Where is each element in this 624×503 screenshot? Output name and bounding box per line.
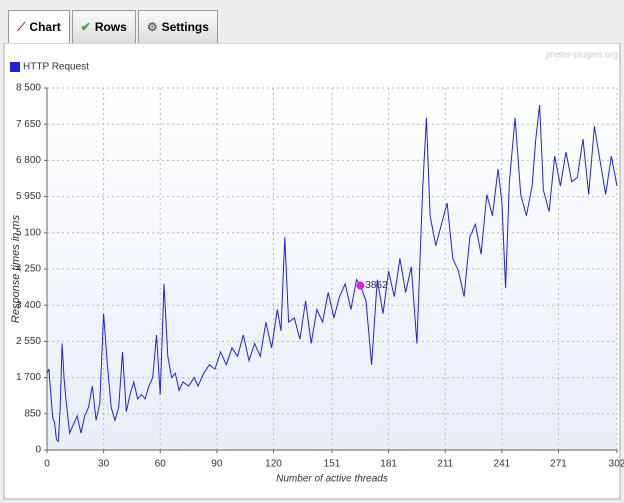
highlight-point: [356, 281, 365, 290]
x-tick-label: 302: [609, 459, 624, 470]
legend-swatch: [10, 62, 20, 72]
y-tick-label: 7 650: [16, 119, 41, 130]
tab-bar: ⟋ Chart ✔ Rows ⚙ Settings: [8, 10, 218, 43]
y-tick-label: 0: [35, 445, 41, 456]
tab[interactable]: ✔ Rows: [71, 10, 136, 43]
y-tick-label: 1 700: [16, 372, 41, 383]
y-tick-label: 4 250: [16, 264, 41, 275]
x-tick-label: 120: [265, 459, 282, 470]
y-axis-label: Response times in ms: [10, 214, 22, 323]
x-tick-label: 211: [437, 459, 453, 470]
x-axis-label: Number of active threads: [276, 474, 388, 485]
x-tick-label: 60: [155, 459, 167, 470]
tab-label: Rows: [94, 20, 127, 34]
watermark: jmeter-plugins.org: [545, 49, 618, 59]
x-tick-label: 271: [550, 459, 567, 470]
x-tick-label: 151: [324, 459, 341, 470]
x-tick-label: 30: [98, 459, 110, 470]
y-tick-label: 5 100: [16, 227, 41, 238]
y-tick-label: 2 550: [16, 336, 41, 347]
legend-label: HTTP Request: [23, 62, 89, 73]
x-tick-label: 0: [44, 459, 50, 470]
y-tick-label: 850: [24, 408, 41, 419]
x-tick-label: 241: [494, 459, 511, 470]
series-line: [46, 104, 618, 443]
tab-label: Settings: [161, 20, 209, 34]
tab[interactable]: ⟋ Chart: [8, 10, 70, 43]
tab[interactable]: ⚙ Settings: [137, 10, 218, 43]
y-tick-label: 8 500: [16, 83, 41, 94]
x-tick-label: 90: [211, 459, 223, 470]
y-tick-label: 5 950: [16, 191, 41, 202]
y-tick-label: 3 400: [16, 300, 41, 311]
tab-label: Chart: [29, 20, 61, 34]
chart: jmeter-plugins.org Number of active thre…: [3, 43, 624, 500]
x-tick-label: 181: [380, 459, 397, 470]
annotation: 3862: [365, 280, 388, 291]
y-tick-label: 6 800: [16, 155, 41, 166]
